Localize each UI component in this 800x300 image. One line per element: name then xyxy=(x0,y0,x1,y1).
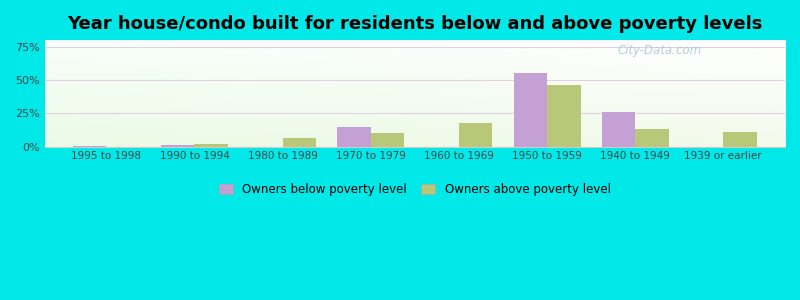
Bar xyxy=(723,132,757,147)
Bar xyxy=(194,144,228,147)
Text: City-Data.com: City-Data.com xyxy=(617,44,701,57)
Legend: Owners below poverty level, Owners above poverty level: Owners below poverty level, Owners above… xyxy=(218,183,611,196)
Bar xyxy=(282,138,316,147)
Bar xyxy=(370,134,404,147)
Bar xyxy=(635,129,669,147)
Bar xyxy=(602,112,635,147)
Bar xyxy=(161,145,194,147)
Bar xyxy=(73,146,106,147)
Bar xyxy=(338,127,370,147)
Bar xyxy=(459,123,492,147)
Title: Year house/condo built for residents below and above poverty levels: Year house/condo built for residents bel… xyxy=(67,15,762,33)
Bar xyxy=(514,74,547,147)
Bar xyxy=(547,85,581,147)
